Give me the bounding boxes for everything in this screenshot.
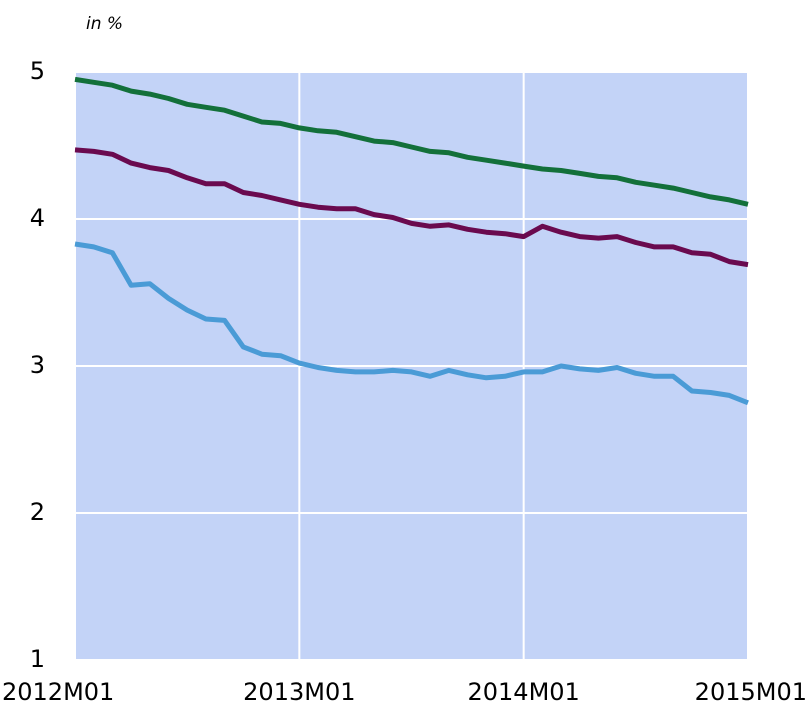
x-tick-label: 2012M01 (2, 678, 114, 706)
x-tick-label: 2014M01 (468, 678, 580, 706)
y-tick-label: 2 (30, 498, 45, 526)
y-tick-label: 5 (30, 57, 45, 85)
y-axis-label: in % (86, 14, 123, 34)
y-tick-label: 3 (30, 351, 45, 379)
x-tick-label: 2013M01 (243, 678, 355, 706)
x-tick-label: 2015M01 (695, 678, 807, 706)
line-series (74, 76, 749, 207)
line-series (74, 241, 749, 406)
y-tick-label: 1 (30, 645, 45, 673)
y-tick-label: 4 (30, 204, 45, 232)
line-series (74, 147, 749, 268)
